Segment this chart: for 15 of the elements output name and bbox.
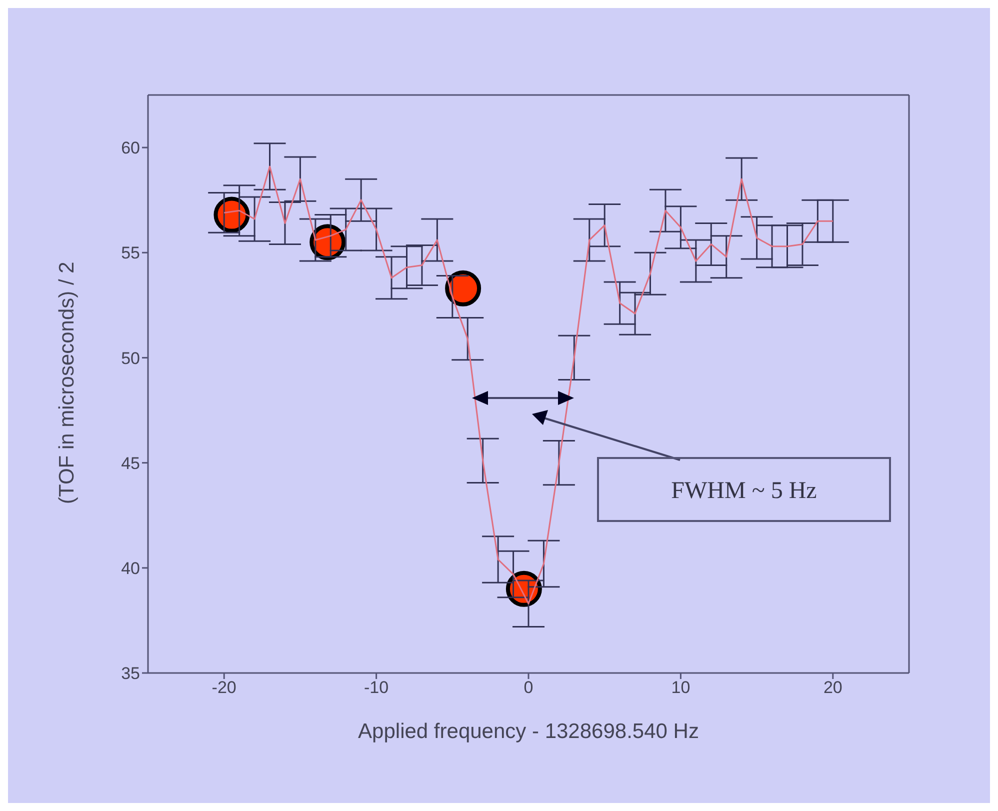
y-tick-label: 60 (121, 138, 140, 158)
x-tick-label: 10 (671, 678, 690, 698)
x-tick-label: 0 (524, 678, 534, 698)
x-axis-title: Applied frequency - 1328698.540 Hz (358, 720, 699, 743)
y-tick-label: 50 (121, 348, 140, 368)
x-tick-label: 20 (823, 678, 842, 698)
y-axis-title: (TOF in microseconds) / 2 (55, 262, 78, 504)
annotation: FWHM ~ 5 Hz (671, 478, 817, 504)
x-tick-label: -10 (364, 678, 389, 698)
y-tick-label: 55 (121, 244, 140, 263)
x-tick-label: -20 (212, 678, 236, 698)
point (445, 270, 482, 306)
y-tick-label: 45 (121, 454, 140, 473)
y-tick-label: 40 (121, 558, 140, 578)
y-tick-label: 35 (121, 664, 140, 684)
